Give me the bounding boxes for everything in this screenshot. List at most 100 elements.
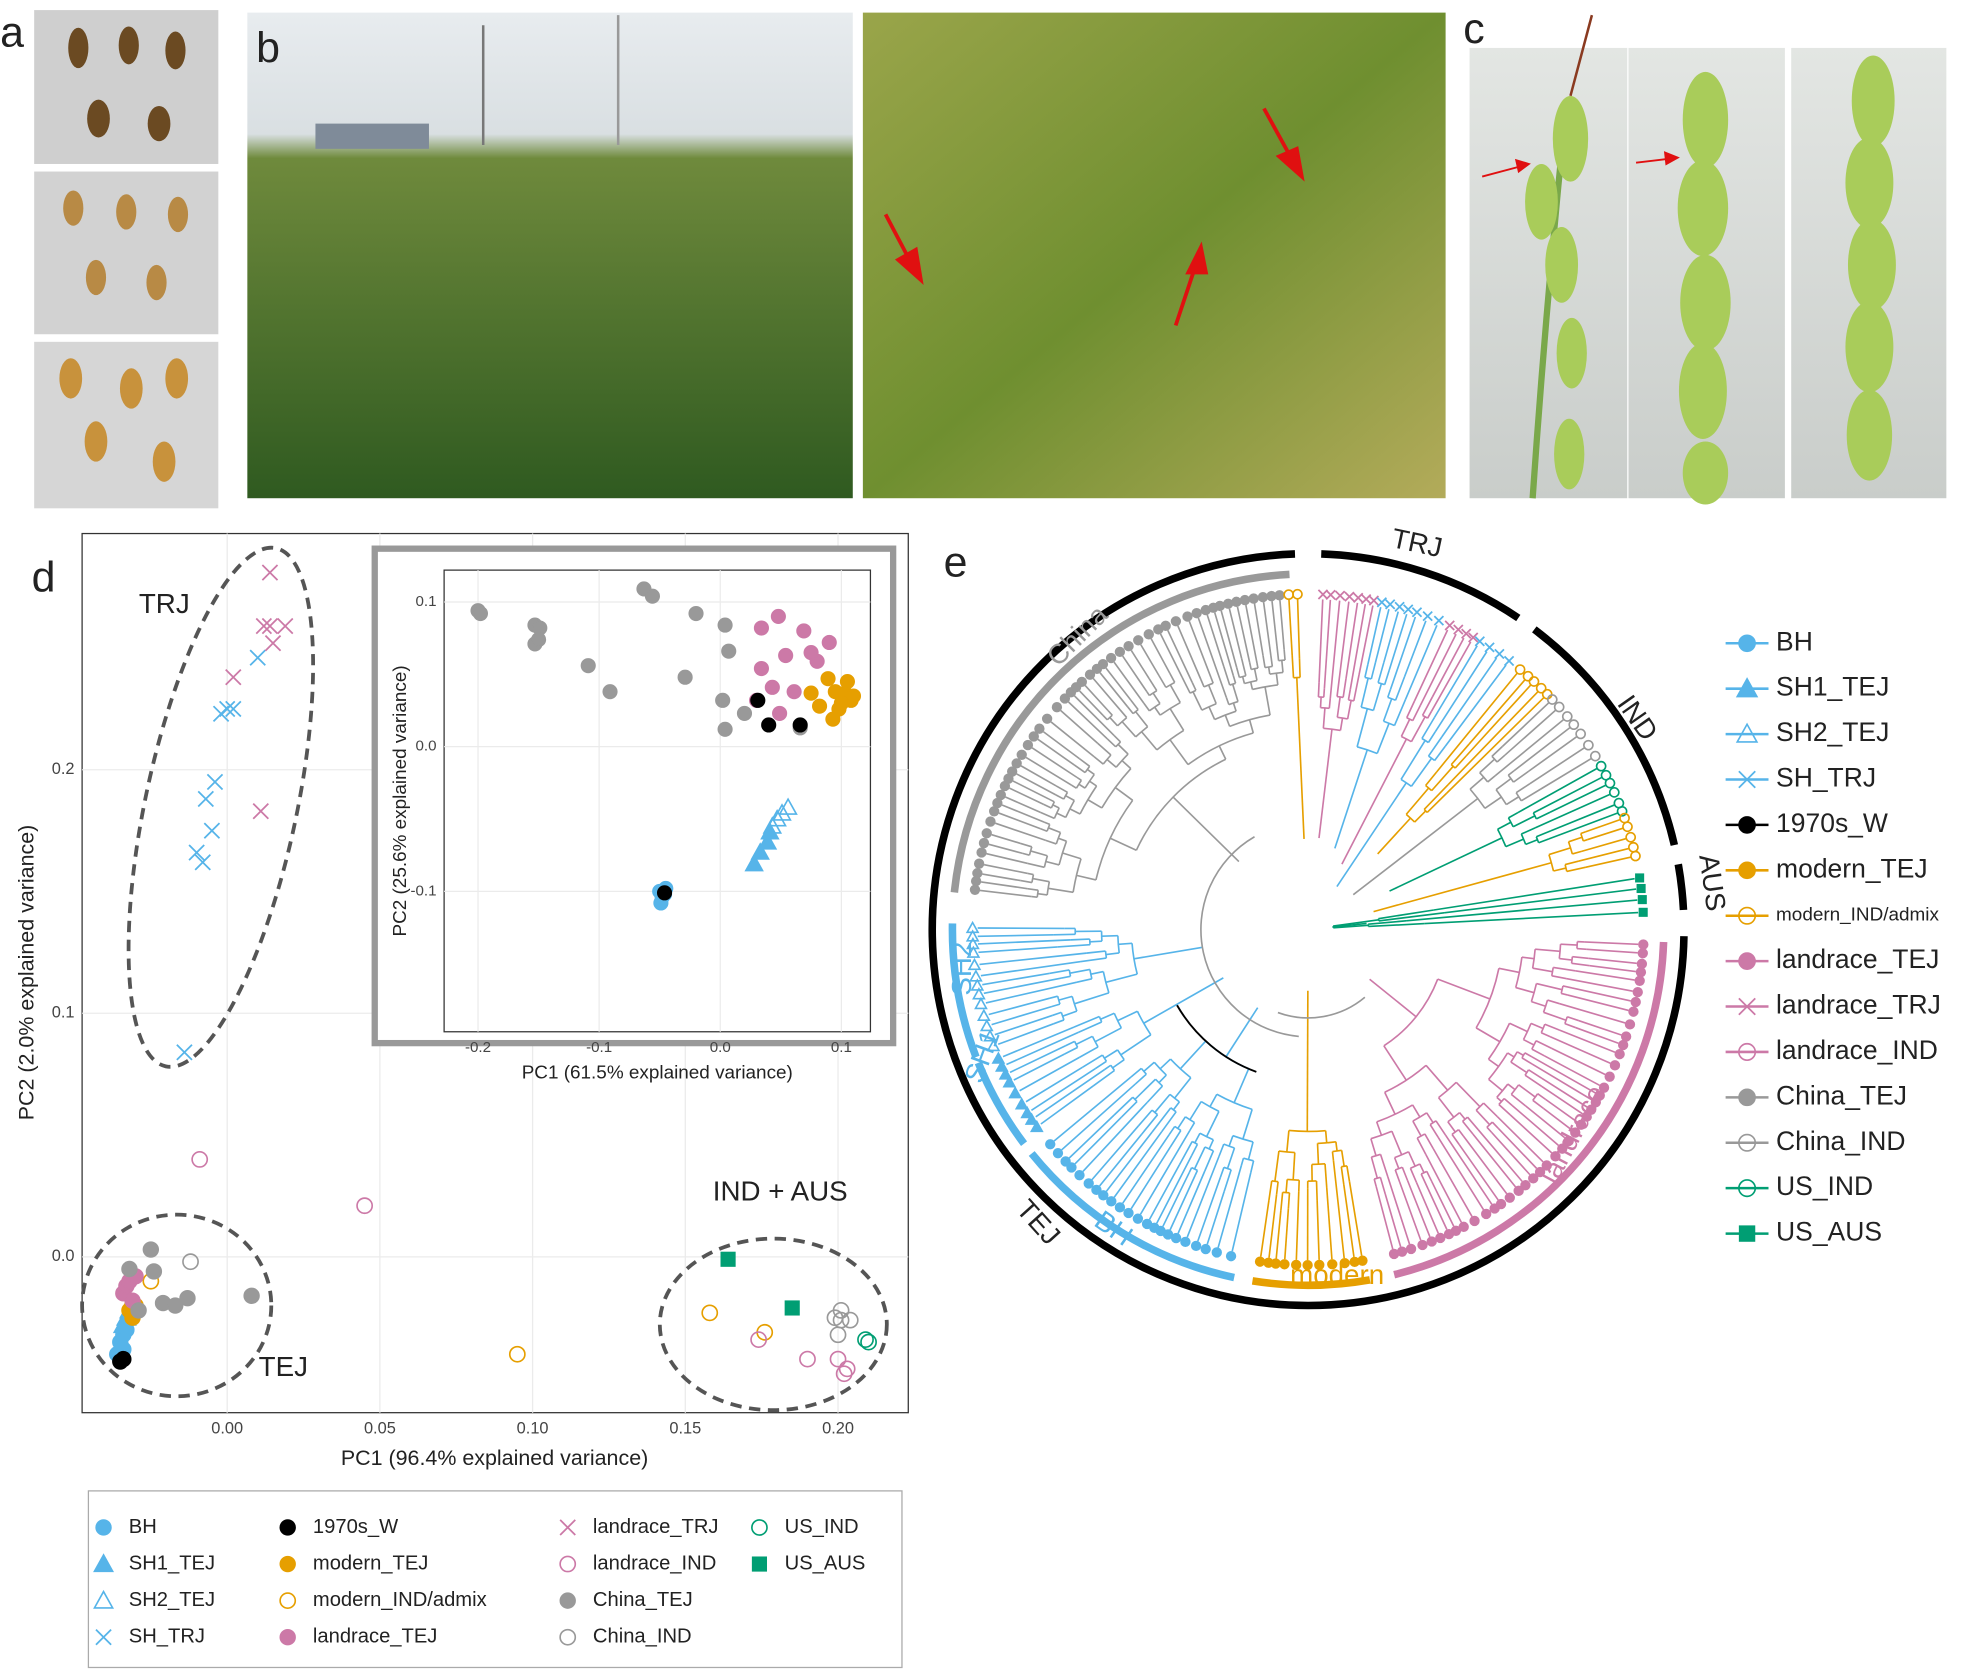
point: [1620, 1031, 1632, 1042]
tree-branch: [1045, 839, 1057, 845]
tree-arc: [1393, 941, 1668, 1279]
tree-branch: [1268, 1194, 1278, 1258]
point: [1133, 635, 1144, 646]
tree-branch: [1113, 734, 1122, 743]
point: [829, 1350, 847, 1368]
legend-label: US_AUS: [785, 1552, 866, 1574]
point: [559, 1555, 577, 1573]
tree-arc: [1203, 682, 1214, 688]
tree-branch: [1089, 940, 1102, 943]
tree-branch: [1559, 957, 1573, 961]
y-axis-title: PC2 (2.0% explained variance): [15, 825, 39, 1121]
tree-branch: [1364, 663, 1369, 678]
point: [751, 1556, 768, 1572]
panel-label: e: [944, 538, 968, 586]
photo-b: [247, 12, 1446, 499]
tree-arc: [1383, 720, 1395, 727]
x-tick-label: -0.2: [465, 1039, 491, 1056]
tree-branch: [1005, 796, 1041, 814]
tree-branch: [1394, 1169, 1401, 1183]
tree-branch: [1228, 608, 1243, 659]
clade-label: modern: [1290, 1259, 1384, 1290]
point: [1453, 624, 1464, 635]
point: [1045, 1139, 1056, 1150]
tree-branch: [1421, 716, 1436, 739]
tree-branch: [1070, 938, 1090, 941]
point: [182, 1253, 199, 1271]
tree-branch: [1225, 1007, 1259, 1058]
point: [1469, 1215, 1480, 1227]
point: [1263, 1257, 1274, 1268]
tree-branch: [1584, 941, 1639, 946]
point: [1738, 770, 1756, 789]
tree-branch: [1001, 804, 1045, 823]
tree-branch: [1262, 655, 1266, 668]
point: [965, 929, 980, 942]
tree-branch: [1558, 1029, 1616, 1054]
tree-branch: [1120, 1034, 1152, 1056]
tree-branch: [1177, 1170, 1206, 1234]
tree-branch: [985, 981, 1078, 1004]
tree-branch: [980, 960, 1081, 977]
tree-branch: [1223, 1169, 1232, 1192]
tree-branch: [1347, 689, 1352, 701]
point: [264, 634, 282, 652]
tree-arc: [1425, 784, 1433, 792]
tree-branch: [1279, 600, 1285, 650]
legend-label: modern_TEJ: [1776, 853, 1928, 883]
tree-arc: [1115, 741, 1122, 748]
point: [811, 698, 828, 714]
tree-branch: [1206, 1191, 1226, 1245]
tree-branch: [1030, 850, 1048, 857]
tree-arc: [1116, 1049, 1125, 1061]
tree-branch: [1531, 1056, 1596, 1094]
tree-branch: [1432, 1148, 1473, 1217]
point: [1535, 682, 1547, 694]
point: [764, 679, 780, 695]
tree-branch: [1336, 669, 1342, 697]
tree-branch: [1331, 1151, 1335, 1161]
panel-label: b: [256, 24, 280, 72]
tree-branch: [979, 889, 1032, 898]
tree-branch: [1547, 999, 1560, 1005]
tree-branch: [1435, 672, 1518, 773]
tree-branch: [1073, 695, 1115, 737]
legend-label: US_AUS: [1776, 1217, 1882, 1247]
tree-branch: [1288, 599, 1294, 656]
point: [1636, 883, 1646, 894]
tree-branch: [1256, 662, 1259, 669]
point: [1575, 1119, 1587, 1130]
tree-branch: [1068, 1114, 1115, 1159]
tree-branch: [1433, 745, 1446, 761]
point: [1084, 669, 1096, 680]
group-label: IND: [1611, 689, 1664, 746]
tree-arc: [1046, 824, 1051, 832]
tree-branch: [1423, 783, 1449, 810]
tree-branch: [1491, 745, 1504, 757]
point: [95, 1629, 112, 1646]
tree-branch: [1430, 641, 1472, 712]
tree-branch: [1121, 759, 1132, 770]
legend-label: landrace_TEJ: [313, 1626, 437, 1648]
point: [1735, 722, 1759, 743]
tree-branch: [1060, 709, 1099, 744]
tree-branch: [1427, 736, 1443, 757]
tree-branch: [1298, 658, 1301, 678]
tree-branch: [1192, 691, 1203, 711]
y-axis-title: PC2 (25.6% explained variance): [390, 665, 411, 936]
tree-branch: [1049, 995, 1058, 1000]
tree-branch: [1429, 1124, 1439, 1138]
tree-branch: [1580, 830, 1586, 835]
tree-arc: [1055, 832, 1062, 845]
tree-branch: [1548, 847, 1571, 856]
point: [1344, 591, 1355, 602]
tree-branch: [1074, 992, 1110, 1005]
point: [1735, 677, 1759, 698]
tree-arc: [1229, 682, 1236, 686]
tree-branch: [1528, 736, 1578, 772]
tree-branch: [1372, 683, 1383, 711]
tree-branch: [1324, 1163, 1328, 1189]
tree-branch: [1538, 838, 1550, 844]
tree-arc: [1416, 1133, 1426, 1139]
tree-branch: [1064, 1040, 1076, 1047]
